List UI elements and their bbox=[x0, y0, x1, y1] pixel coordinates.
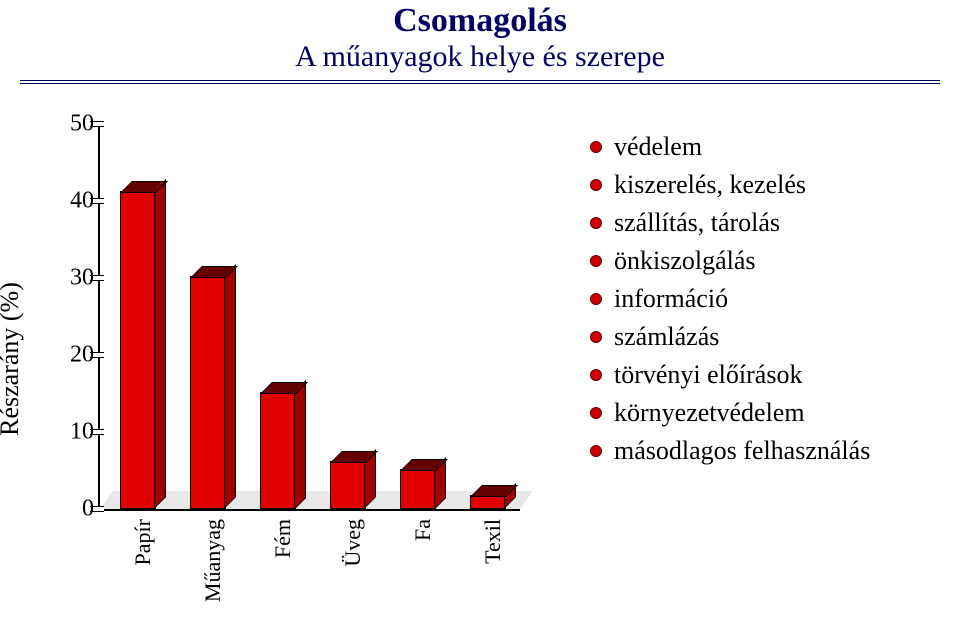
chart-y-tick-label: 50 bbox=[54, 111, 94, 138]
bullet-dot-icon bbox=[590, 293, 602, 305]
chart-bar-front bbox=[330, 461, 366, 509]
bullet-item: számlázás bbox=[590, 322, 960, 352]
chart-bar-front bbox=[470, 495, 506, 509]
chart-y-tick-label: 40 bbox=[54, 188, 94, 215]
chart-x-label: Üveg bbox=[340, 519, 366, 567]
bullet-text: törvényi előírások bbox=[614, 360, 802, 390]
bullet-text: számlázás bbox=[614, 322, 719, 352]
bullet-dot-icon bbox=[590, 179, 602, 191]
bullet-item: kiszerelés, kezelés bbox=[590, 170, 960, 200]
chart-bar bbox=[260, 394, 294, 510]
chart-bar-front bbox=[120, 191, 156, 509]
share-bar-chart: Részarány (%) 01020304050 PapírMűanyagFé… bbox=[20, 124, 540, 594]
chart-bar bbox=[120, 193, 154, 509]
chart-y-tick-label: 20 bbox=[54, 342, 94, 369]
chart-x-label: Fa bbox=[410, 519, 436, 541]
chart-plot-area: 01020304050 bbox=[98, 124, 520, 511]
bullet-text: környezetvédelem bbox=[614, 398, 805, 428]
bullet-text: szállítás, tárolás bbox=[614, 208, 780, 238]
chart-x-label: Műanyag bbox=[200, 519, 226, 602]
bullet-text: kiszerelés, kezelés bbox=[614, 170, 806, 200]
chart-bar-side bbox=[154, 179, 166, 509]
chart-x-label: Papír bbox=[130, 519, 156, 565]
header-divider bbox=[20, 80, 940, 84]
bullet-dot-icon bbox=[590, 255, 602, 267]
bullet-dot-icon bbox=[590, 369, 602, 381]
page: { "header": { "title": "Csomagolás", "su… bbox=[0, 2, 960, 633]
chart-bar bbox=[330, 463, 364, 509]
bullet-dot-icon bbox=[590, 217, 602, 229]
bullet-dot-icon bbox=[590, 141, 602, 153]
bullet-list: védelem kiszerelés, kezelés szállítás, tár… bbox=[590, 124, 960, 594]
bullet-dot-icon bbox=[590, 331, 602, 343]
bullet-item: környezetvédelem bbox=[590, 398, 960, 428]
chart-bar-front bbox=[400, 469, 436, 510]
bullet-item: védelem bbox=[590, 132, 960, 162]
bullet-item: önkiszolgálás bbox=[590, 246, 960, 276]
bullet-item: törvényi előírások bbox=[590, 360, 960, 390]
chart-bar bbox=[400, 471, 434, 510]
chart-x-label: Fém bbox=[270, 519, 296, 558]
bullet-item: szállítás, tárolás bbox=[590, 208, 960, 238]
bullet-text: önkiszolgálás bbox=[614, 246, 756, 276]
page-subtitle: A műanyagok helye és szerepe bbox=[0, 40, 960, 74]
chart-y-axis-label: Részarány (%) bbox=[0, 282, 25, 436]
chart-y-tick-label: 10 bbox=[54, 419, 94, 446]
chart-bar-front bbox=[190, 276, 226, 509]
bullet-ul: védelem kiszerelés, kezelés szállítás, tár… bbox=[590, 132, 960, 466]
chart-bar-side bbox=[224, 264, 236, 509]
bullet-text: információ bbox=[614, 284, 728, 314]
chart-y-tick-label: 30 bbox=[54, 265, 94, 292]
chart-bar-front bbox=[260, 392, 296, 510]
chart-bar-side bbox=[294, 380, 306, 510]
body-row: Részarány (%) 01020304050 PapírMűanyagFé… bbox=[0, 124, 960, 594]
chart-bar bbox=[190, 278, 224, 509]
chart-x-label: Texil bbox=[480, 519, 506, 564]
chart-bar bbox=[470, 497, 504, 509]
bullet-text: védelem bbox=[614, 132, 702, 162]
page-title: Csomagolás bbox=[0, 2, 960, 40]
bullet-text: másodlagos felhasználás bbox=[614, 436, 870, 466]
chart-y-tick-label: 0 bbox=[54, 496, 94, 523]
bullet-item: másodlagos felhasználás bbox=[590, 436, 960, 466]
bullet-dot-icon bbox=[590, 407, 602, 419]
bullet-item: információ bbox=[590, 284, 960, 314]
bullet-dot-icon bbox=[590, 445, 602, 457]
